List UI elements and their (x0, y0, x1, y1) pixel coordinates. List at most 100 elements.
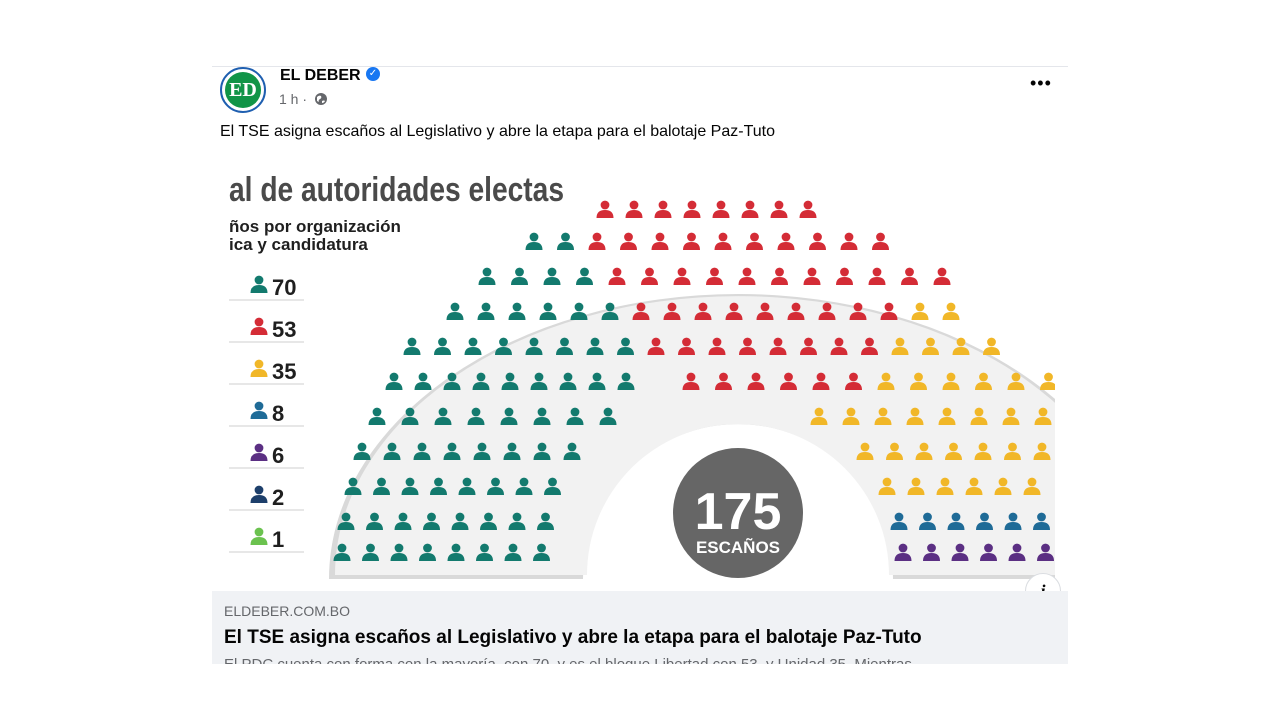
seat-icon (874, 407, 892, 425)
seat-icon (747, 372, 765, 390)
seat-icon (809, 232, 826, 250)
seat-icon (712, 200, 730, 218)
legend-count: 6 (272, 443, 284, 468)
seat-icon (715, 372, 732, 390)
seat-icon (599, 407, 617, 425)
seat-icon (446, 302, 464, 320)
seat-icon (601, 302, 619, 320)
seat-icon (651, 232, 669, 250)
seat-icon (508, 302, 526, 320)
seat-icon (714, 232, 732, 250)
seat-icon (738, 267, 756, 285)
seat-icon (923, 543, 940, 561)
seat-icon (803, 267, 821, 285)
seat-icon (919, 512, 936, 530)
seat-icon (654, 200, 672, 218)
seat-icon (508, 512, 526, 530)
legend-seat-icon (250, 485, 268, 503)
seat-icon (533, 442, 551, 460)
seat-icon (333, 543, 351, 561)
seat-icon (495, 337, 512, 355)
seat-icon (800, 337, 817, 355)
seat-icon (559, 372, 577, 390)
seat-icon (894, 543, 912, 561)
seat-icon (1040, 372, 1055, 390)
legend-count: 35 (272, 359, 296, 384)
seat-infographic: 70 53 35 8 6 2 1 al de autoridades electas ños… (229, 171, 1055, 579)
seat-icon (936, 477, 954, 495)
seat-icon (975, 372, 992, 390)
post-image[interactable]: 70 53 35 8 6 2 1 al de autoridades electas ños… (229, 161, 1055, 591)
seat-icon (423, 512, 440, 530)
seat-icon (586, 337, 604, 355)
more-options-icon[interactable]: ••• (1030, 73, 1052, 93)
seat-icon (1037, 543, 1054, 561)
seat-icon (942, 302, 960, 320)
seat-icon (678, 337, 695, 355)
infographic-subheading-2: ica y candidatura (229, 235, 368, 254)
seat-icon (868, 267, 886, 285)
seat-icon (467, 407, 485, 425)
seat-icon (353, 442, 371, 460)
seat-icon (945, 442, 962, 460)
seat-icon (994, 477, 1012, 495)
seat-icon (906, 407, 924, 425)
seat-icon (673, 267, 691, 285)
seat-icon (878, 477, 896, 495)
seat-icon (533, 543, 550, 561)
seat-icon (770, 200, 788, 218)
seat-icon (682, 372, 700, 390)
page-avatar[interactable]: ED (220, 67, 266, 113)
seat-icon (706, 267, 723, 285)
infographic-subheading-1: ños por organización (229, 217, 401, 236)
seat-icon (539, 302, 557, 320)
legend-seat-icon (250, 275, 268, 293)
seat-icon (769, 337, 787, 355)
seat-icon (771, 267, 788, 285)
seat-icon (907, 477, 925, 495)
seat-icon (401, 407, 419, 425)
seat-icon (476, 543, 493, 561)
seat-icon (861, 337, 878, 355)
page-name[interactable]: EL DEBER (280, 67, 361, 84)
seat-icon (368, 407, 386, 425)
seat-icon (849, 302, 867, 320)
link-preview[interactable]: ELDEBER.COM.BO El TSE asigna escaños al … (212, 591, 1068, 664)
seat-icon (337, 512, 355, 530)
seat-icon (403, 337, 421, 355)
seat-icon (952, 337, 970, 355)
seat-icon (746, 232, 763, 250)
seat-icon (525, 337, 543, 355)
seat-icon (394, 512, 412, 530)
seat-icon (620, 232, 637, 250)
post-text: El TSE asigna escaños al Legislativo y a… (220, 123, 775, 140)
link-domain: ELDEBER.COM.BO (224, 603, 351, 619)
seat-icon (787, 302, 805, 320)
seat-icon (1034, 407, 1052, 425)
seat-icon (366, 512, 383, 530)
seat-icon (901, 267, 918, 285)
seat-icon (419, 543, 436, 561)
seat-icon (840, 232, 858, 250)
seat-icon (362, 543, 379, 561)
seat-icon (557, 232, 574, 250)
legend-seat-icon (250, 359, 268, 377)
seat-icon (556, 337, 573, 355)
seat-icon (877, 372, 895, 390)
seat-icon (434, 407, 452, 425)
seat-icon (576, 267, 593, 285)
seat-icon (530, 372, 548, 390)
seat-icon (872, 232, 889, 250)
link-title[interactable]: El TSE asigna escaños al Legislativo y a… (224, 627, 922, 648)
seat-icon (464, 337, 482, 355)
seat-icon (951, 543, 969, 561)
seat-icon (596, 200, 614, 218)
seat-icon (390, 543, 408, 561)
seat-icon (708, 337, 726, 355)
seat-icon (401, 477, 419, 495)
post-time[interactable]: 1 h · (279, 91, 308, 107)
verified-badge-icon: ✓ (366, 67, 380, 81)
seat-icon (777, 232, 795, 250)
seat-icon (910, 372, 927, 390)
seat-icon (537, 512, 554, 530)
